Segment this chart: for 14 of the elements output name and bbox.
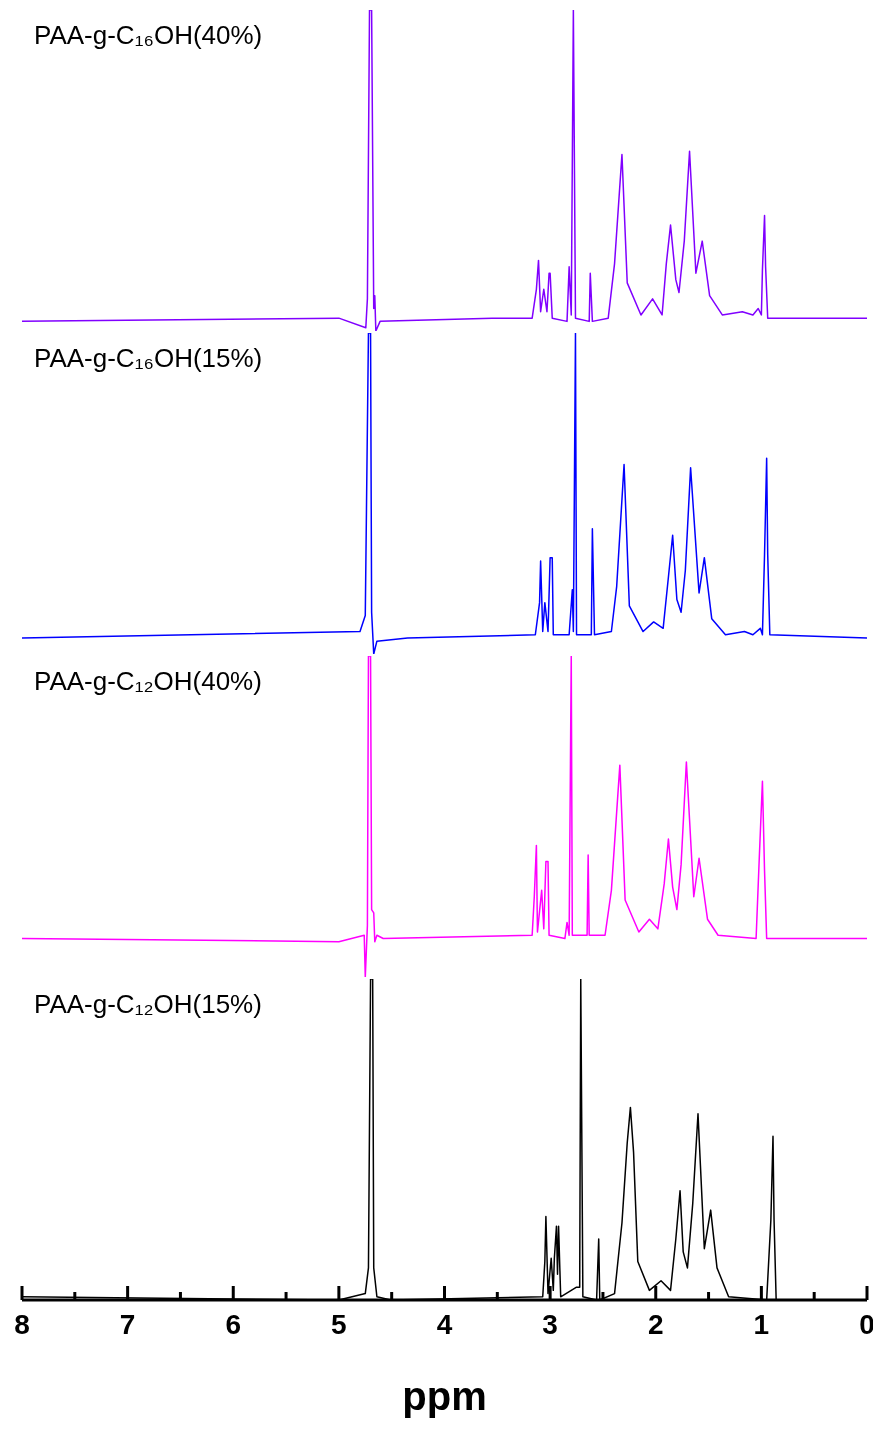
x-tick-label: 0 [859, 1309, 875, 1340]
x-tick-label: 6 [225, 1309, 242, 1340]
x-tick-label: 2 [647, 1309, 664, 1340]
x-tick-label: 4 [436, 1309, 453, 1340]
x-tick-label: 3 [542, 1309, 558, 1340]
chart-title: PAA-g-C₁₂OH(15%) [34, 989, 262, 1020]
chart-title: PAA-g-C₁₂OH(40%) [34, 666, 262, 697]
chart-title: PAA-g-C₁₆OH(40%) [34, 20, 263, 51]
x-tick-label: 5 [331, 1309, 347, 1340]
x-tick-label: 7 [119, 1309, 136, 1340]
x-axis-title: ppm [402, 1374, 487, 1418]
chart-title: PAA-g-C₁₆OH(15%) [34, 343, 263, 374]
x-tick-label: 8 [14, 1309, 30, 1340]
x-tick-label: 1 [753, 1309, 770, 1340]
